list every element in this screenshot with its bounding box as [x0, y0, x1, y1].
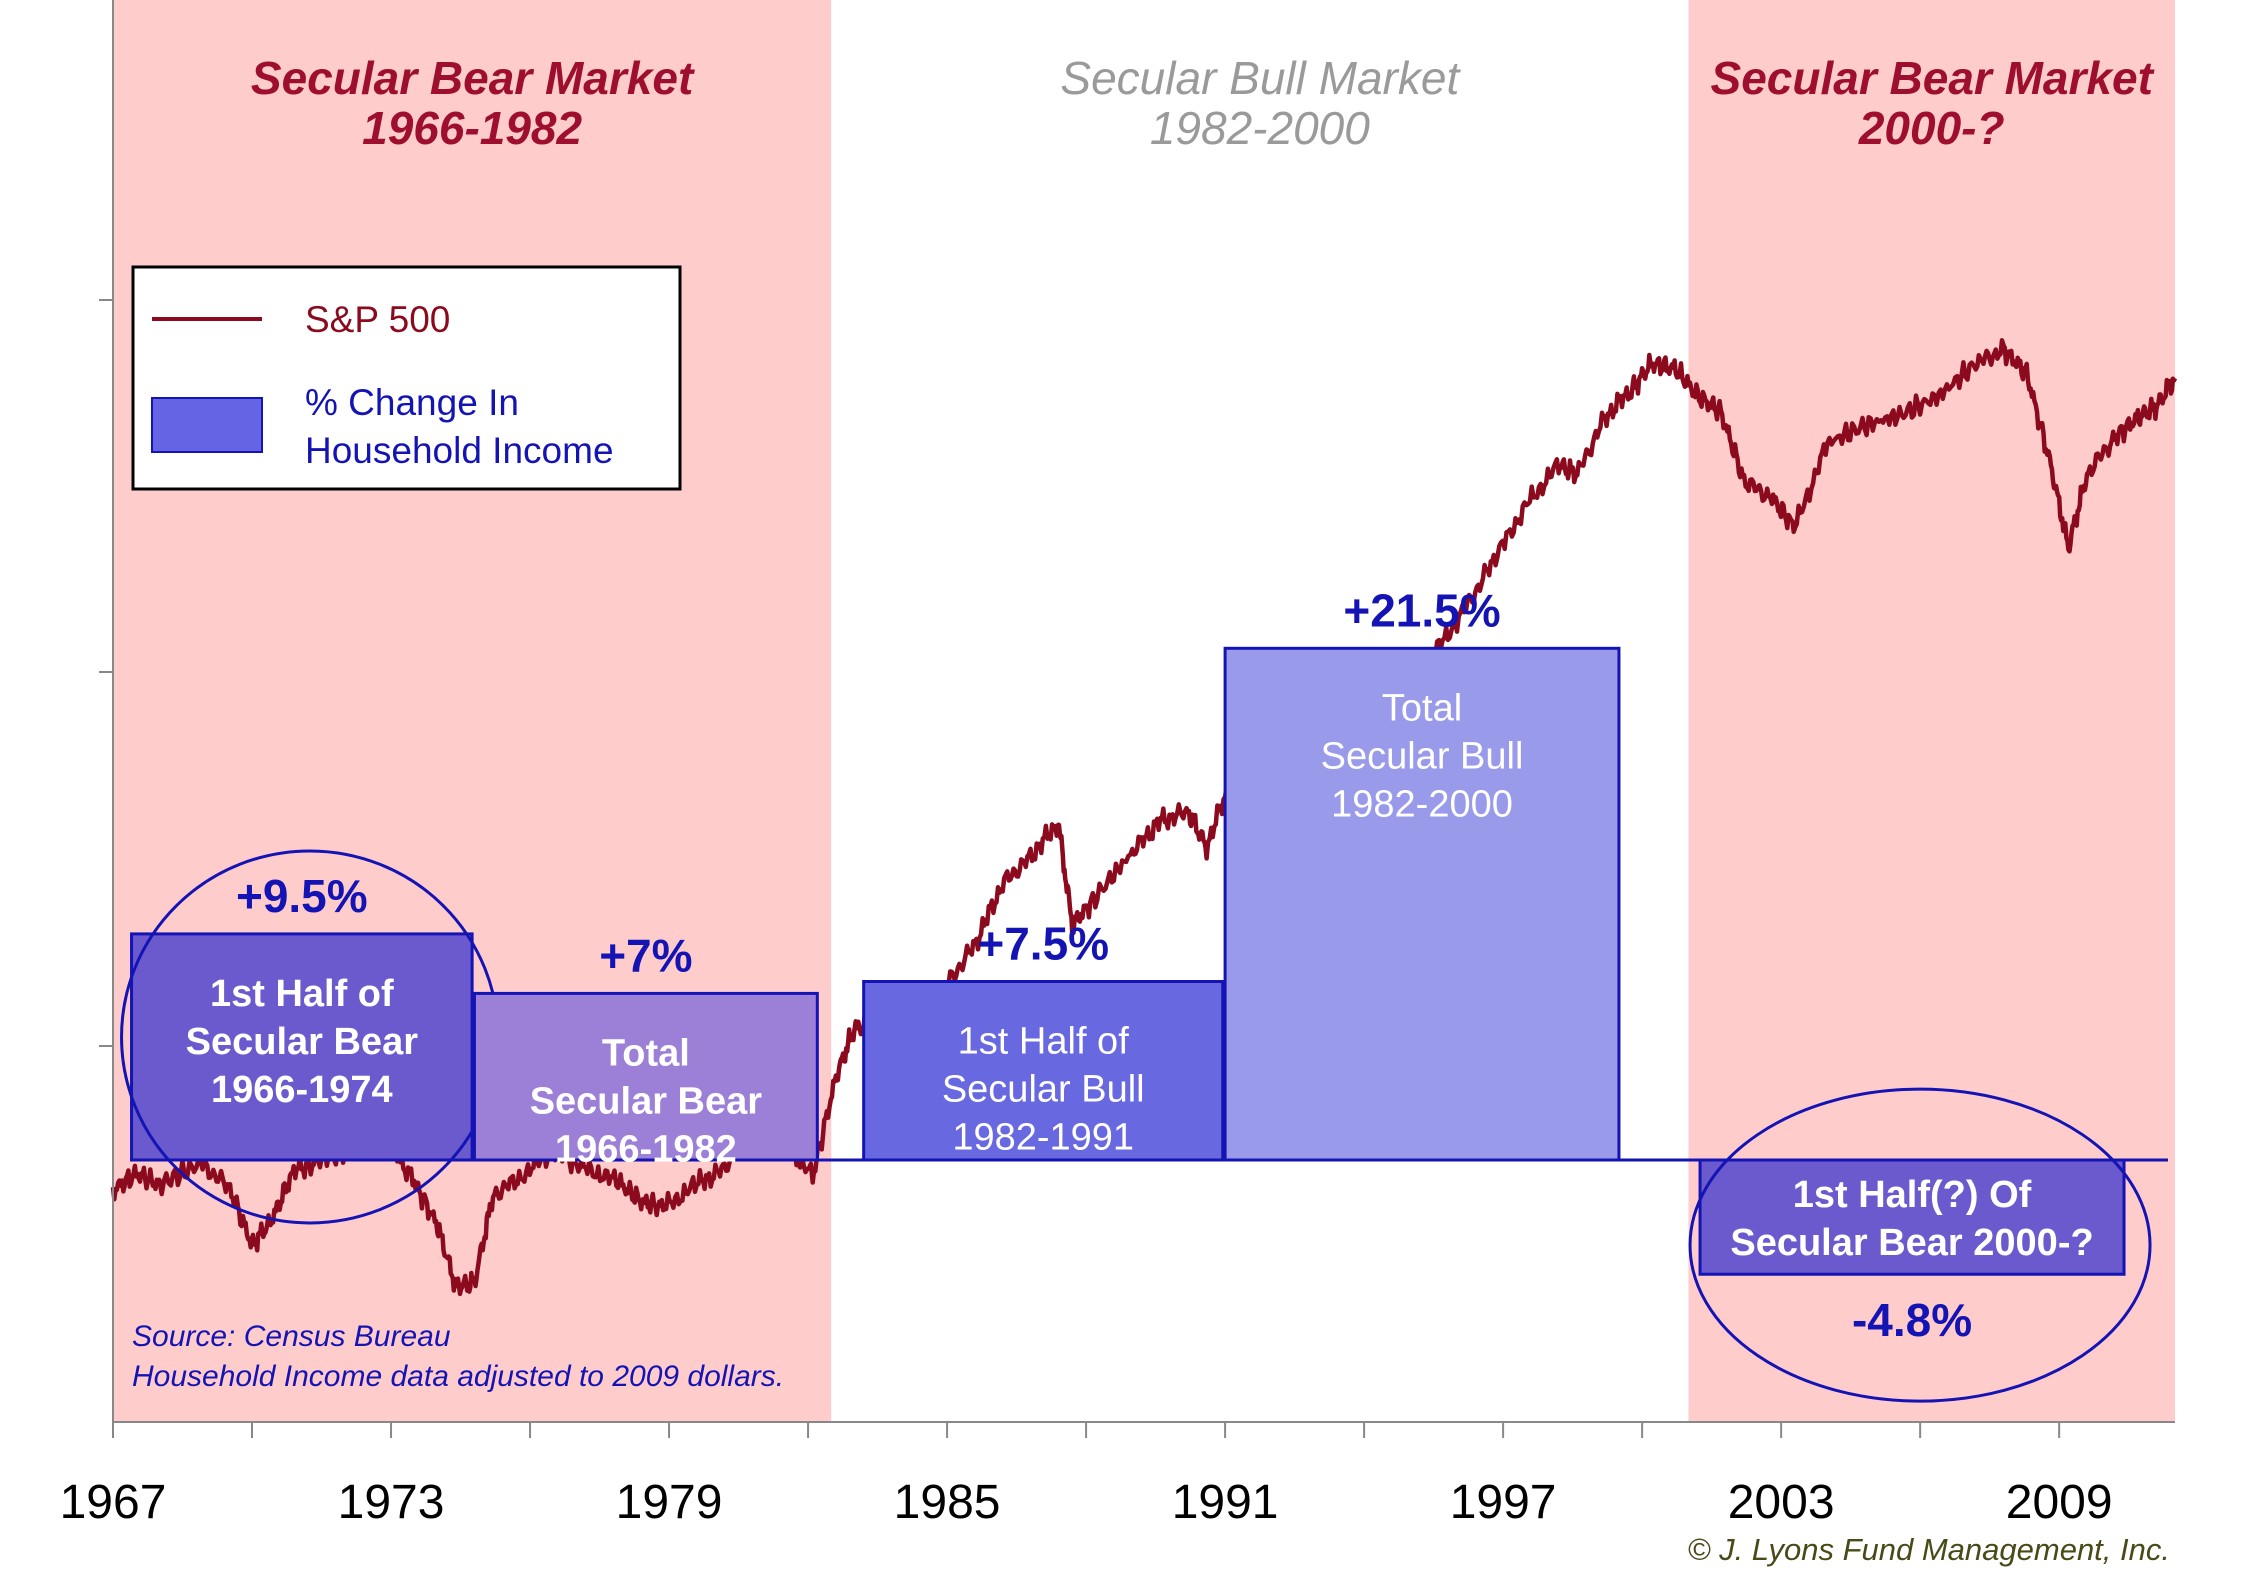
- bar-value-label-3: +21.5%: [1343, 584, 1500, 636]
- legend-bar-swatch: [151, 397, 263, 453]
- sp500-line-layer: [110, 338, 2178, 1297]
- bar-label-4-0: 1st Half(?) Of: [1793, 1174, 2032, 1216]
- era-years-2: 2000-?: [1858, 102, 2005, 154]
- bar-label-2-2: 1982-1991: [952, 1117, 1134, 1159]
- bar-1: [472, 991, 819, 1162]
- legend-line-label: S&P 500: [305, 299, 450, 340]
- legend-bar-label-line1: % Change In: [305, 382, 519, 423]
- bar-2: [862, 980, 1225, 1162]
- highlight-circle-4: [1688, 1087, 2152, 1403]
- era-title-0: Secular Bear Market: [251, 52, 695, 104]
- bar-label-1-2: 1966-1982: [555, 1128, 737, 1170]
- x-tick-label-2: 1979: [616, 1476, 723, 1529]
- bar-label-3-2: 1982-2000: [1331, 783, 1513, 825]
- bar-0: [130, 932, 474, 1162]
- era-years-1: 1982-2000: [1150, 102, 1370, 154]
- bar-label-2-1: Secular Bull: [942, 1069, 1145, 1111]
- copyright: © J. Lyons Fund Management, Inc.: [1688, 1532, 2170, 1567]
- bar-value-label-4: -4.8%: [1852, 1294, 1972, 1346]
- bar-label-0-1: Secular Bear: [186, 1021, 419, 1063]
- legend: S&P 500 % Change In Household Income: [131, 265, 682, 491]
- bar-label-1-1: Secular Bear: [530, 1080, 763, 1122]
- era-backgrounds: [113, 0, 2175, 1422]
- bar-label-1-0: Total: [602, 1032, 690, 1074]
- income-bars: +9.5% 1st Half of Secular Bear 1966-1974 +7%…: [120, 584, 2168, 1403]
- x-tick-label-6: 2003: [1728, 1476, 1835, 1529]
- bar-label-0-2: 1966-1974: [211, 1069, 393, 1111]
- source-line-2: Household Income data adjusted to 2009 d…: [132, 1360, 784, 1393]
- axes: 1967 1973 1979 1985 1991 1997 2003 2009: [60, 0, 2175, 1529]
- era-title-1: Secular Bull Market: [1060, 52, 1461, 104]
- bar-4: [1698, 1158, 2126, 1276]
- bar-label-3-0: Total: [1382, 687, 1462, 729]
- x-tick-label-0: 1967: [60, 1476, 167, 1529]
- bar-value-label-0: +9.5%: [236, 870, 368, 922]
- era-years-0: 1966-1982: [362, 102, 582, 154]
- bar-3: [1223, 646, 1621, 1162]
- era-background-0: [113, 0, 832, 1422]
- x-tick-label-5: 1997: [1450, 1476, 1557, 1529]
- era-title-2: Secular Bear Market: [1711, 52, 2155, 104]
- source-line-1: Source: Census Bureau: [132, 1320, 451, 1353]
- bar-label-3-1: Secular Bull: [1321, 735, 1524, 777]
- bar-value-label-2: +7.5%: [977, 918, 1109, 970]
- sp500-line: [110, 338, 2178, 1297]
- x-tick-label-1: 1973: [338, 1476, 445, 1529]
- bar-label-0-0: 1st Half of: [210, 973, 394, 1015]
- legend-bar-label-line2: Household Income: [305, 430, 614, 471]
- x-tick-label-3: 1985: [894, 1476, 1001, 1529]
- x-tick-label-4: 1991: [1172, 1476, 1279, 1529]
- bar-label-2-0: 1st Half of: [958, 1021, 1130, 1063]
- bar-label-4-1: Secular Bear 2000-?: [1730, 1222, 2093, 1264]
- bar-value-label-1: +7%: [599, 929, 692, 981]
- x-tick-label-7: 2009: [2006, 1476, 2113, 1529]
